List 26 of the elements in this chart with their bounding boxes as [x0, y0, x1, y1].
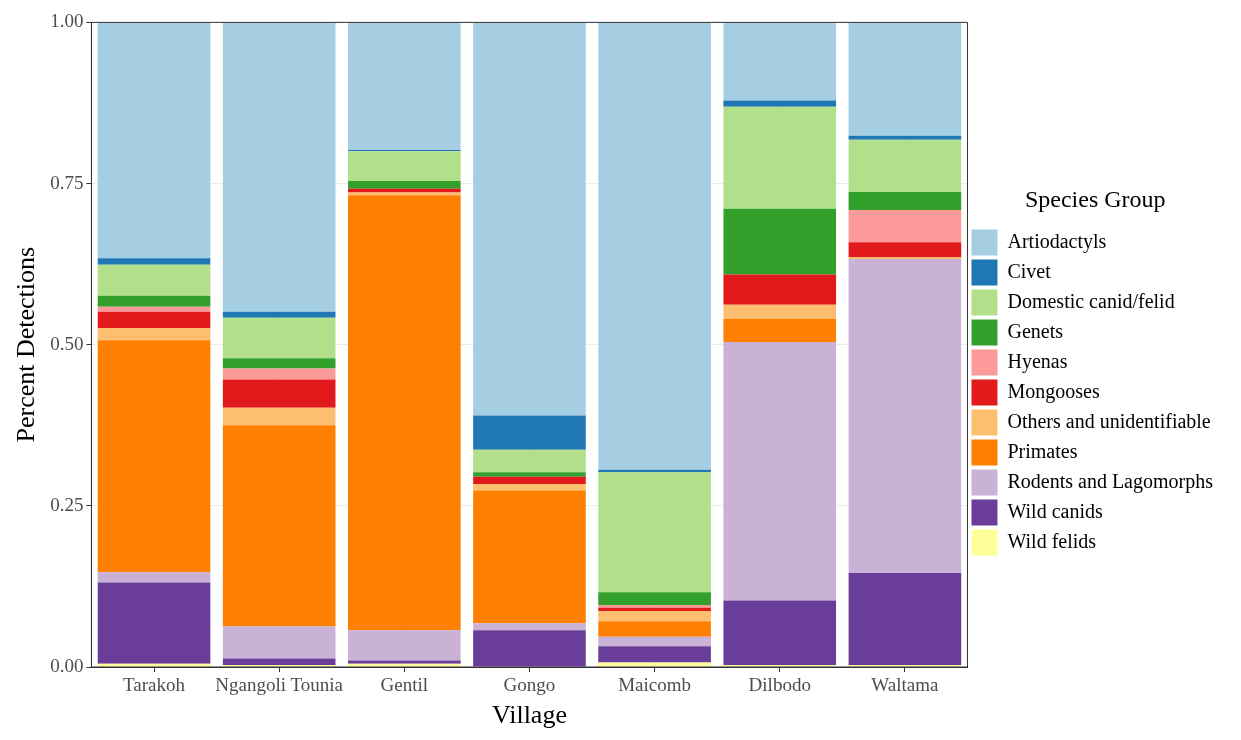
legend-title: Species Group [1024, 185, 1166, 212]
legend-label: Hyenas [1007, 349, 1068, 373]
y-tick-label: 0.00 [50, 654, 84, 676]
x-tick-label: Gongo [503, 674, 556, 696]
x-tick-label: Ngangoli Tounia [215, 674, 344, 696]
legend-label: Genets [1007, 319, 1064, 342]
y-axis-title: Percent Detections [11, 246, 41, 443]
y-tick-label: 1.00 [50, 10, 84, 32]
legend-label: Wild canids [1007, 499, 1103, 522]
y-tick-label: 0.25 [50, 493, 84, 515]
x-tick-label: Dilbodo [748, 674, 811, 696]
legend-label: Rodents and Lagomorphs [1007, 469, 1214, 493]
x-tick-label: Gentil [380, 674, 429, 696]
legend-label: Wild felids [1007, 529, 1097, 552]
y-tick-label: 0.75 [50, 171, 84, 193]
x-tick-label: Maicomb [618, 674, 692, 696]
legend-label: Primates [1007, 439, 1078, 462]
legend-label: Mongooses [1007, 379, 1100, 403]
legend-label: Civet [1007, 259, 1052, 282]
x-tick-label: Tarakoh [123, 674, 186, 696]
x-tick-label: Waltama [871, 674, 939, 696]
x-axis-title: Village [491, 700, 567, 730]
legend-label: Domestic canid/felid [1007, 289, 1175, 312]
legend-label: Others and unidentifiable [1007, 409, 1211, 432]
y-tick-label: 0.50 [50, 332, 84, 354]
legend-label: Artiodactyls [1007, 229, 1107, 253]
